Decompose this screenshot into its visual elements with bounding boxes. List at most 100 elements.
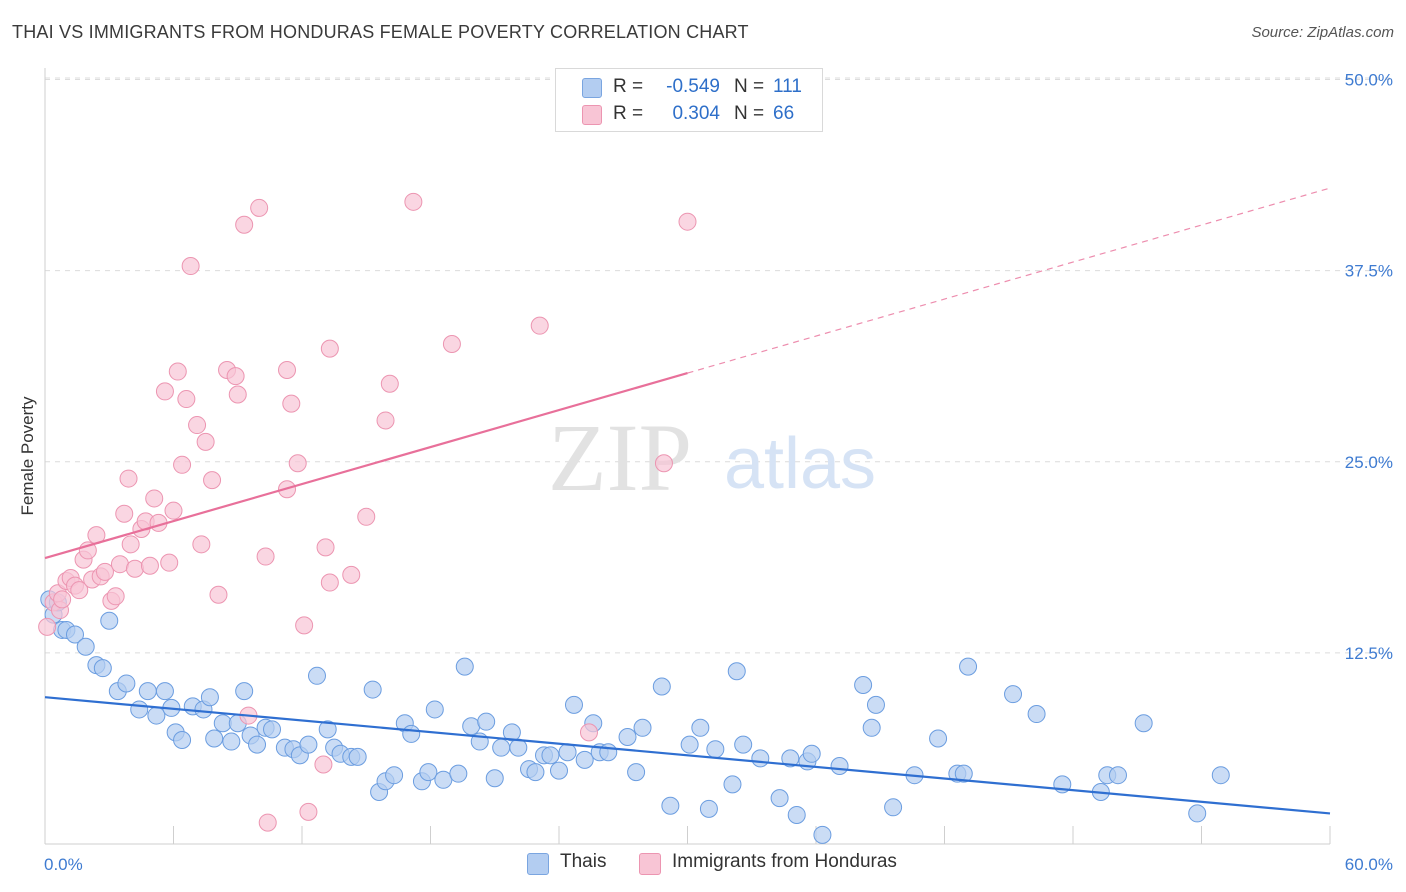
point-thais — [734, 735, 753, 754]
point-honduras — [145, 489, 164, 508]
axis-layer: 12.5% 25.0% 37.5% 50.0% 0.0% 60.0% — [44, 68, 1393, 874]
series-honduras — [38, 192, 697, 832]
point-thais — [884, 798, 903, 817]
y-tick-label: 50.0% — [1345, 71, 1393, 90]
point-thais — [318, 720, 337, 739]
point-thais — [691, 718, 710, 737]
legend-box: R = -0.549 N = 111 R = 0.304 N = 66 — [555, 68, 823, 132]
point-thais — [117, 674, 136, 693]
point-thais — [307, 666, 326, 685]
point-honduras — [168, 362, 187, 381]
point-honduras — [106, 587, 125, 606]
point-thais — [627, 763, 646, 782]
point-honduras — [579, 723, 598, 742]
point-thais — [558, 743, 577, 762]
legend-n-label: N = — [734, 103, 765, 124]
point-thais — [455, 657, 474, 676]
point-thais — [492, 738, 511, 757]
y-axis-label: Female Poverty — [18, 396, 37, 516]
point-thais — [575, 750, 594, 769]
point-thais — [802, 744, 821, 763]
point-honduras — [316, 538, 335, 557]
point-thais — [526, 763, 545, 782]
point-honduras — [314, 755, 333, 774]
points-layer — [38, 192, 1230, 844]
point-thais — [541, 746, 560, 765]
point-thais — [449, 764, 468, 783]
point-honduras — [654, 454, 673, 473]
source-label: Source: ZipAtlas.com — [1251, 24, 1394, 41]
point-thais — [462, 717, 481, 736]
point-honduras — [95, 562, 114, 581]
point-honduras — [282, 394, 301, 413]
y-tick-label: 25.0% — [1345, 453, 1393, 472]
point-honduras — [181, 257, 200, 276]
point-honduras — [357, 507, 376, 526]
point-honduras — [250, 198, 269, 217]
point-thais — [65, 625, 84, 644]
point-thais — [477, 712, 496, 731]
point-honduras — [173, 455, 192, 474]
point-thais — [1134, 714, 1153, 733]
point-thais — [699, 799, 718, 818]
point-honduras — [278, 361, 297, 380]
point-thais — [652, 677, 671, 696]
point-thais — [100, 611, 119, 630]
point-thais — [502, 723, 521, 742]
point-honduras — [235, 215, 254, 234]
point-thais — [425, 700, 444, 719]
point-thais — [130, 700, 149, 719]
point-thais — [93, 659, 112, 678]
legend-r-label: R = — [613, 103, 644, 124]
point-honduras — [376, 411, 395, 430]
point-honduras — [119, 469, 138, 488]
point-thais — [222, 732, 241, 751]
point-thais — [299, 735, 318, 754]
trendline-thais — [44, 696, 1331, 815]
point-thais — [138, 682, 157, 701]
point-honduras — [196, 432, 215, 451]
point-honduras — [121, 535, 140, 554]
point-thais — [564, 695, 583, 714]
legend-n-value: 66 — [773, 103, 795, 124]
point-thais — [706, 740, 725, 759]
point-honduras — [342, 565, 361, 584]
point-thais — [419, 763, 438, 782]
legend-r-label: R = — [613, 76, 644, 97]
point-thais — [929, 729, 948, 748]
point-honduras — [678, 212, 697, 231]
point-thais — [680, 735, 699, 754]
point-thais — [723, 775, 742, 794]
x-tick-label-min: 0.0% — [44, 855, 83, 874]
point-thais — [385, 766, 404, 785]
point-honduras — [380, 374, 399, 393]
point-honduras — [404, 192, 423, 211]
point-thais — [727, 662, 746, 681]
point-thais — [509, 738, 528, 757]
point-thais — [787, 805, 806, 824]
point-honduras — [110, 555, 129, 574]
legend-n-value: 111 — [773, 76, 802, 97]
point-honduras — [256, 547, 275, 566]
point-honduras — [188, 416, 207, 435]
point-honduras — [442, 335, 461, 354]
point-thais — [263, 720, 282, 739]
point-thais — [830, 757, 849, 776]
point-thais — [213, 714, 232, 733]
point-thais — [866, 695, 885, 714]
bottom-legend-label-honduras: Immigrants from Honduras — [672, 851, 897, 872]
point-honduras — [258, 813, 277, 832]
legend-r-value: 0.304 — [672, 103, 720, 124]
chart-title: THAI VS IMMIGRANTS FROM HONDURAS FEMALE … — [12, 22, 749, 42]
legend-swatch-honduras — [582, 105, 602, 125]
point-honduras — [299, 802, 318, 821]
point-thais — [348, 747, 367, 766]
series-thais — [40, 590, 1230, 844]
point-thais — [1108, 766, 1127, 785]
bottom-legend-label-thais: Thais — [560, 851, 607, 872]
legend-swatch-thais — [582, 78, 602, 98]
point-thais — [248, 735, 267, 754]
point-thais — [813, 825, 832, 844]
point-thais — [770, 789, 789, 808]
